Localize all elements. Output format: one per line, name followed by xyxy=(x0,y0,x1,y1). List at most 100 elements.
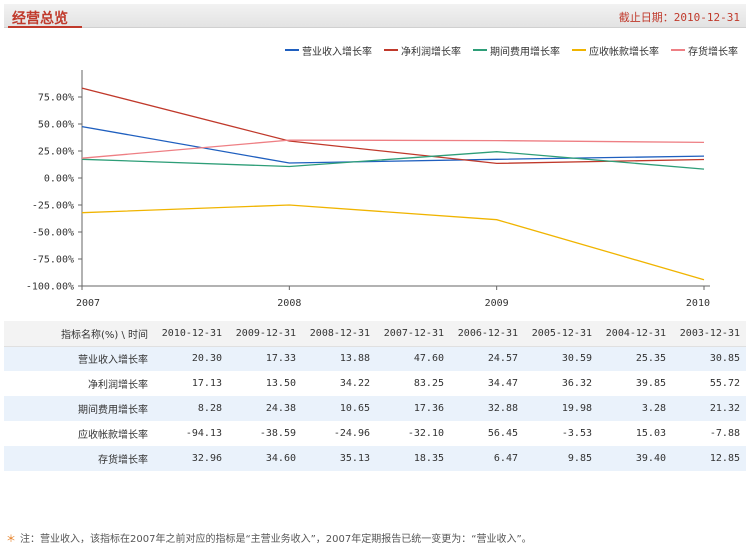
legend-item[interactable]: 营业收入增长率 xyxy=(285,43,372,58)
row-label: 应收帐款增长率 xyxy=(4,421,154,446)
cutoff-date-label: 截止日期： xyxy=(618,11,674,24)
table-cell: 24.38 xyxy=(228,396,302,421)
legend-label: 应收帐款增长率 xyxy=(589,46,659,58)
table-cell: -32.10 xyxy=(376,421,450,446)
section-title: 经营总览 xyxy=(12,11,68,27)
table-cell: 12.85 xyxy=(672,446,746,471)
table-row: 应收帐款增长率 -94.13 -38.59 -24.96 -32.10 56.45 -3.5… xyxy=(4,421,746,446)
table-column-header: 2006-12-31 xyxy=(450,321,524,347)
table-cell: 17.33 xyxy=(228,346,302,371)
table-cell: 13.50 xyxy=(228,371,302,396)
table-cell: 17.13 xyxy=(154,371,228,396)
legend-label: 营业收入增长率 xyxy=(302,46,372,58)
y-tick-label: -25.00% xyxy=(32,201,74,212)
table-body: 营业收入增长率 20.30 17.33 13.88 47.60 24.57 30.59 25.… xyxy=(4,346,746,471)
cutoff-date-value: 2010-12-31 xyxy=(673,11,740,24)
series-line xyxy=(81,151,705,170)
table-row: 存货增长率 32.96 34.60 35.13 18.35 6.47 9.85 39.40 12… xyxy=(4,446,746,471)
growth-table: 指标名称(%) \ 时间 2010-12-31 2009-12-31 2008-12… xyxy=(4,321,746,471)
x-tick-label: 2008 xyxy=(277,298,301,309)
table-cell: 30.59 xyxy=(524,346,598,371)
footnote-text: 注：营业收入，该指标在2007年之前对应的指标是“主营业务收入”，2007年定期… xyxy=(20,534,532,545)
section-header: 经营总览 截止日期：2010-12-31 xyxy=(4,4,746,28)
table-cell: 56.45 xyxy=(450,421,524,446)
table-cell: -24.96 xyxy=(302,421,376,446)
growth-line-chart: 75.00% 50.00% 25.00% 0.00% -25.00% -50.00% -75… xyxy=(26,70,710,309)
table-cell: 17.36 xyxy=(376,396,450,421)
table-cell: 55.72 xyxy=(672,371,746,396)
table-cell: -94.13 xyxy=(154,421,228,446)
legend-swatch xyxy=(572,49,586,51)
x-tick-label: 2010 xyxy=(686,298,710,309)
table-cell: 13.88 xyxy=(302,346,376,371)
row-label: 存货增长率 xyxy=(4,446,154,471)
legend-swatch xyxy=(384,49,398,51)
legend-item[interactable]: 期间费用增长率 xyxy=(473,43,560,58)
table-cell: 34.22 xyxy=(302,371,376,396)
table-cell: 20.30 xyxy=(154,346,228,371)
x-tick-label: 2007 xyxy=(76,298,100,309)
y-tick-label: -50.00% xyxy=(32,228,74,239)
table-cell: 36.32 xyxy=(524,371,598,396)
table-cell: 30.85 xyxy=(672,346,746,371)
series-line xyxy=(81,139,705,159)
legend-item[interactable]: 净利润增长率 xyxy=(384,43,461,58)
table-cell: 6.47 xyxy=(450,446,524,471)
legend-label: 净利润增长率 xyxy=(401,46,461,58)
table-column-header: 2010-12-31 xyxy=(154,321,228,347)
series-line xyxy=(81,204,705,281)
table-cell: 8.28 xyxy=(154,396,228,421)
cutoff-date: 截止日期：2010-12-31 xyxy=(619,9,740,25)
table-cell: 19.98 xyxy=(524,396,598,421)
table-column-header: 2004-12-31 xyxy=(598,321,672,347)
table-cell: 25.35 xyxy=(598,346,672,371)
table-cell: 18.35 xyxy=(376,446,450,471)
table-column-header: 2003-12-31 xyxy=(672,321,746,347)
table-cell: 34.60 xyxy=(228,446,302,471)
table-column-header: 2007-12-31 xyxy=(376,321,450,347)
table-cell: 39.40 xyxy=(598,446,672,471)
row-label: 净利润增长率 xyxy=(4,371,154,396)
legend-item[interactable]: 应收帐款增长率 xyxy=(572,43,659,58)
table-cell: 32.88 xyxy=(450,396,524,421)
table-row: 净利润增长率 17.13 13.50 34.22 83.25 34.47 36.32 39.8… xyxy=(4,371,746,396)
table-cell: 35.13 xyxy=(302,446,376,471)
y-tick-label: 25.00% xyxy=(38,147,74,158)
table-header-label: 指标名称(%) \ 时间 xyxy=(4,321,154,347)
table-column-header: 2005-12-31 xyxy=(524,321,598,347)
table-row: 期间费用增长率 8.28 24.38 10.65 17.36 32.88 19.98 3.28… xyxy=(4,396,746,421)
table-cell: 10.65 xyxy=(302,396,376,421)
x-tick-label: 2009 xyxy=(485,298,509,309)
table-cell: 32.96 xyxy=(154,446,228,471)
table-cell: 34.47 xyxy=(450,371,524,396)
chart-legend: 营业收入增长率 净利润增长率 期间费用增长率 应收帐款增长率 存货增长率 xyxy=(285,43,738,58)
series-line xyxy=(81,125,705,164)
table-cell: 83.25 xyxy=(376,371,450,396)
table-column-header: 2008-12-31 xyxy=(302,321,376,347)
y-tick-label: -100.00% xyxy=(26,282,74,293)
row-label: 期间费用增长率 xyxy=(4,396,154,421)
legend-swatch xyxy=(473,49,487,51)
plot-area xyxy=(82,70,704,286)
table-row: 营业收入增长率 20.30 17.33 13.88 47.60 24.57 30.59 25.… xyxy=(4,346,746,371)
footnote: ＊ 注：营业收入，该指标在2007年之前对应的指标是“主营业务收入”，2007年定… xyxy=(6,530,532,545)
table-cell: 21.32 xyxy=(672,396,746,421)
title-underline xyxy=(8,26,82,28)
table-cell: -7.88 xyxy=(672,421,746,446)
table-cell: 9.85 xyxy=(524,446,598,471)
y-tick-label: 75.00% xyxy=(38,93,74,104)
table-column-header: 2009-12-31 xyxy=(228,321,302,347)
table-cell: 39.85 xyxy=(598,371,672,396)
table-cell: 15.03 xyxy=(598,421,672,446)
table-cell: 3.28 xyxy=(598,396,672,421)
legend-label: 存货增长率 xyxy=(688,46,738,58)
table-cell: -38.59 xyxy=(228,421,302,446)
y-tick-label: -75.00% xyxy=(32,255,74,266)
table-cell: -3.53 xyxy=(524,421,598,446)
table-cell: 47.60 xyxy=(376,346,450,371)
table-header-row: 指标名称(%) \ 时间 2010-12-31 2009-12-31 2008-12… xyxy=(4,321,746,347)
legend-item[interactable]: 存货增长率 xyxy=(671,43,738,58)
table-cell: 24.57 xyxy=(450,346,524,371)
y-tick-label: 0.00% xyxy=(44,174,74,185)
legend-swatch xyxy=(285,49,299,51)
